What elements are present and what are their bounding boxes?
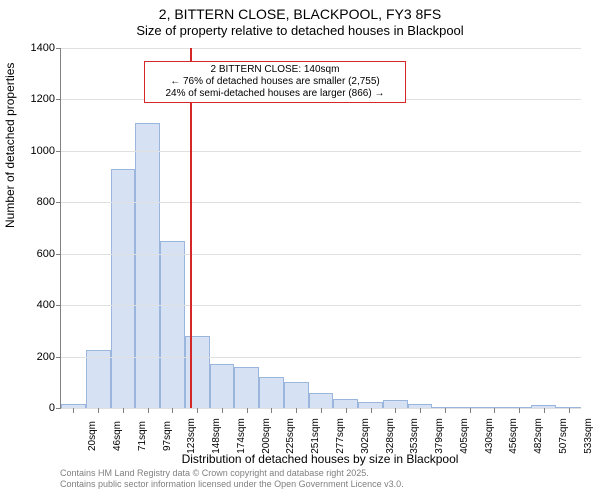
y-tick-mark [56, 305, 61, 306]
y-tick-mark [56, 357, 61, 358]
x-tick-mark [296, 408, 297, 413]
y-tick-mark [56, 99, 61, 100]
x-tick-label: 277sqm [331, 418, 346, 454]
bar [185, 336, 210, 408]
y-axis-label: Number of detached properties [3, 63, 17, 228]
bar [160, 241, 185, 408]
bar [86, 350, 111, 408]
bar [111, 169, 136, 408]
bar [135, 123, 160, 408]
x-tick-mark [222, 408, 223, 413]
x-tick-label: 482sqm [529, 418, 544, 454]
x-tick-label: 174sqm [232, 418, 247, 454]
x-tick-label: 97sqm [158, 421, 173, 451]
x-tick-label: 200sqm [257, 418, 272, 454]
x-axis-label: Distribution of detached houses by size … [60, 452, 580, 466]
bar [259, 377, 284, 408]
x-tick-label: 405sqm [455, 418, 470, 454]
annotation-box: 2 BITTERN CLOSE: 140sqm← 76% of detached… [144, 61, 406, 103]
gridline [61, 254, 581, 255]
x-tick-mark [123, 408, 124, 413]
x-tick-mark [470, 408, 471, 413]
x-tick-label: 123sqm [182, 418, 197, 454]
footer-text: Contains HM Land Registry data © Crown c… [60, 468, 404, 490]
x-tick-mark [445, 408, 446, 413]
x-tick-mark [148, 408, 149, 413]
x-tick-mark [73, 408, 74, 413]
bar [383, 400, 408, 408]
x-tick-mark [569, 408, 570, 413]
x-tick-mark [98, 408, 99, 413]
y-tick-mark [56, 254, 61, 255]
chart-container: 2, BITTERN CLOSE, BLACKPOOL, FY3 8FS Siz… [0, 0, 600, 500]
x-tick-mark [197, 408, 198, 413]
x-tick-mark [247, 408, 248, 413]
chart-subtitle: Size of property relative to detached ho… [0, 22, 600, 38]
x-tick-mark [420, 408, 421, 413]
x-tick-label: 71sqm [133, 421, 148, 451]
annotation-line2: ← 76% of detached houses are smaller (2,… [150, 76, 400, 88]
bar [234, 367, 259, 408]
y-tick-mark [56, 408, 61, 409]
gridline [61, 202, 581, 203]
y-tick-mark [56, 48, 61, 49]
y-tick-mark [56, 202, 61, 203]
bar [309, 393, 334, 408]
x-tick-label: 507sqm [554, 418, 569, 454]
x-tick-label: 251sqm [306, 418, 321, 454]
annotation-line1: 2 BITTERN CLOSE: 140sqm [150, 64, 400, 76]
gridline [61, 151, 581, 152]
x-tick-label: 46sqm [108, 421, 123, 451]
x-tick-label: 379sqm [430, 418, 445, 454]
x-tick-label: 353sqm [405, 418, 420, 454]
gridline [61, 357, 581, 358]
x-tick-label: 20sqm [83, 421, 98, 451]
x-tick-mark [395, 408, 396, 413]
x-tick-mark [172, 408, 173, 413]
plot-area: 020040060080010001200140020sqm46sqm71sqm… [60, 48, 581, 409]
x-tick-label: 225sqm [281, 418, 296, 454]
footer-line-2: Contains public sector information licen… [60, 479, 404, 490]
x-tick-label: 328sqm [381, 418, 396, 454]
x-tick-mark [494, 408, 495, 413]
x-tick-label: 302sqm [356, 418, 371, 454]
footer-line-1: Contains HM Land Registry data © Crown c… [60, 468, 404, 479]
annotation-line3: 24% of semi-detached houses are larger (… [150, 88, 400, 100]
x-tick-mark [346, 408, 347, 413]
bar [333, 399, 358, 408]
y-tick-mark [56, 151, 61, 152]
bar [284, 382, 309, 408]
x-tick-label: 148sqm [207, 418, 222, 454]
x-tick-label: 430sqm [480, 418, 495, 454]
x-tick-mark [544, 408, 545, 413]
x-tick-mark [371, 408, 372, 413]
x-tick-mark [519, 408, 520, 413]
gridline [61, 48, 581, 49]
x-tick-label: 456sqm [504, 418, 519, 454]
x-tick-mark [271, 408, 272, 413]
x-tick-mark [321, 408, 322, 413]
chart-title: 2, BITTERN CLOSE, BLACKPOOL, FY3 8FS [0, 0, 600, 22]
bar [210, 364, 235, 408]
x-tick-label: 533sqm [579, 418, 594, 454]
gridline [61, 305, 581, 306]
